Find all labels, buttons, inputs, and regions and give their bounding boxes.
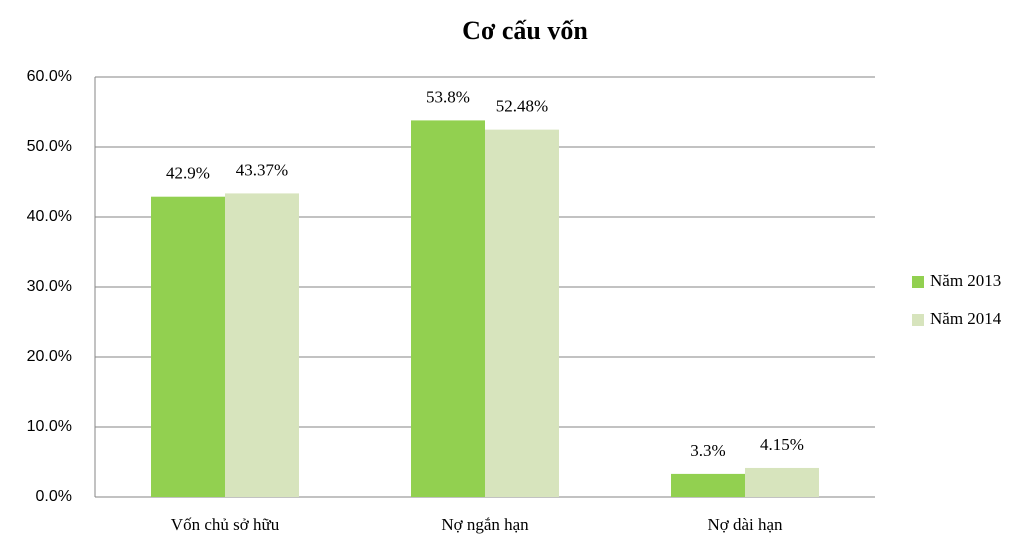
legend-label: Năm 2013 (930, 271, 1001, 290)
data-label: 53.8% (426, 87, 470, 106)
y-tick-label: 0.0% (36, 488, 72, 505)
data-label: 3.3% (690, 441, 725, 460)
bar (411, 120, 485, 498)
x-tick-label: Vốn chủ sở hữu (171, 515, 280, 534)
y-tick-label: 20.0% (27, 348, 72, 365)
y-tick-label: 40.0% (27, 208, 72, 225)
bar (671, 473, 745, 497)
data-label: 4.15% (760, 435, 804, 454)
data-label: 42.9% (166, 164, 210, 183)
y-tick-label: 50.0% (27, 138, 72, 155)
chart-title: Cơ cấu vốn (462, 16, 588, 45)
y-tick-label: 60.0% (27, 68, 72, 85)
x-tick-label: Nợ ngắn hạn (441, 515, 529, 534)
x-tick-label: Nợ dài hạn (707, 515, 783, 534)
legend-swatch (912, 314, 924, 326)
y-tick-label: 30.0% (27, 278, 72, 295)
bar (745, 467, 819, 497)
bar (485, 129, 559, 497)
bar (151, 196, 225, 497)
data-label: 43.37% (236, 160, 288, 179)
bar (225, 193, 299, 497)
legend-swatch (912, 276, 924, 288)
y-tick-label: 10.0% (27, 418, 72, 435)
data-label: 52.48% (496, 97, 548, 116)
legend-label: Năm 2014 (930, 309, 1002, 328)
